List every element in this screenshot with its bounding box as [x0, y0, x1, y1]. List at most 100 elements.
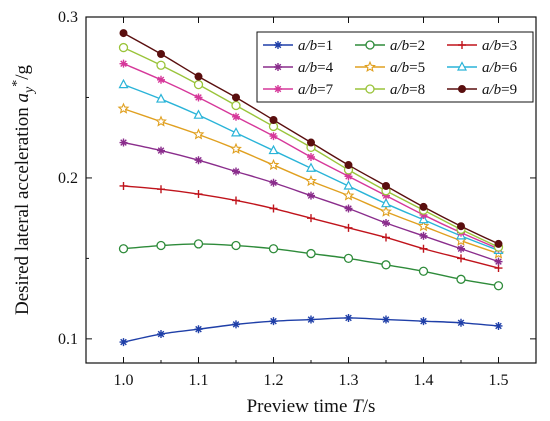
data-point: [381, 197, 391, 208]
legend-label: a/b=4: [298, 60, 334, 76]
data-point: [117, 102, 130, 114]
data-point: [156, 60, 166, 70]
legend-label: a/b=5: [390, 60, 425, 76]
legend-label: a/b=7: [298, 82, 334, 98]
data-point: [307, 214, 315, 223]
data-point: [305, 174, 317, 187]
legend-label: a/b=9: [482, 82, 517, 98]
data-point: [344, 223, 353, 232]
x-tick-label: 1.2: [264, 372, 284, 389]
data-point: [456, 274, 466, 284]
legend-box: [256, 31, 534, 103]
legend-marker: [458, 41, 466, 49]
data-point: [344, 204, 353, 213]
data-point: [306, 248, 316, 259]
data-point: [193, 79, 204, 90]
data-point: [306, 162, 316, 172]
data-point: [493, 281, 504, 291]
legend-marker: [274, 41, 282, 49]
data-point: [232, 196, 240, 205]
data-point: [380, 205, 392, 217]
data-point: [194, 325, 203, 334]
data-point: [118, 42, 129, 53]
data-point: [457, 318, 465, 327]
data-point: [307, 191, 315, 200]
data-point: [382, 315, 390, 324]
data-point: [342, 189, 355, 201]
legend-label: a/b=1: [298, 38, 333, 54]
legend-entry: a/b=9: [447, 82, 517, 98]
data-point: [494, 321, 503, 330]
legend-entry: a/b=3: [447, 38, 517, 54]
data-point: [381, 260, 391, 270]
data-point: [457, 254, 465, 263]
data-point: [193, 239, 204, 249]
legend-entry: a/b=8: [355, 82, 425, 98]
data-point: [343, 253, 354, 264]
series-7: [119, 59, 503, 253]
data-point: [457, 222, 465, 231]
data-point: [194, 72, 203, 81]
data-point: [157, 75, 165, 84]
data-point: [269, 178, 278, 187]
legend-label: a/b=2: [390, 38, 425, 54]
y-axis-label: Desired lateral acceleration ay*/g: [10, 64, 37, 315]
legend-marker: [364, 60, 376, 73]
data-point: [119, 59, 128, 68]
series-group: [117, 29, 505, 347]
series-9: [119, 29, 503, 248]
legend-entry: a/b=2: [355, 38, 425, 54]
series-6: [118, 78, 504, 254]
y-tick-label: 0.1: [58, 331, 78, 348]
data-point: [156, 240, 166, 251]
data-point: [157, 146, 165, 155]
data-point: [307, 315, 315, 324]
legend-marker: [458, 85, 466, 93]
data-point: [119, 181, 128, 190]
data-point: [232, 112, 240, 121]
y-tick-label: 0.3: [58, 9, 78, 26]
data-point: [419, 202, 428, 211]
legend-label: a/b=8: [390, 82, 425, 98]
data-point: [307, 153, 315, 162]
legend-marker: [274, 85, 282, 93]
legend-entry: a/b=6: [447, 60, 518, 76]
data-point: [382, 181, 390, 190]
data-point: [382, 191, 390, 200]
data-point: [344, 313, 353, 322]
x-tick-label: 1.4: [414, 372, 434, 389]
series-1: [119, 313, 503, 347]
data-point: [231, 100, 241, 111]
data-point: [232, 93, 240, 102]
data-point: [344, 172, 353, 181]
legend-marker: [274, 63, 282, 71]
data-point: [194, 190, 203, 199]
legend-entry: a/b=5: [355, 60, 425, 76]
data-point: [419, 244, 428, 253]
data-point: [194, 93, 203, 102]
x-axis-label: Preview time T/s: [247, 396, 376, 417]
legend-entry: a/b=7: [263, 82, 334, 98]
data-point: [157, 50, 165, 59]
x-tick-label: 1.3: [339, 372, 359, 389]
data-point: [494, 239, 503, 248]
data-point: [118, 78, 129, 89]
data-point: [231, 240, 241, 251]
data-point: [269, 132, 278, 141]
data-point: [417, 219, 430, 232]
x-tick-label: 1.5: [489, 372, 509, 389]
data-point: [193, 109, 204, 119]
data-point: [156, 93, 166, 103]
data-point: [119, 29, 128, 38]
data-point: [269, 317, 278, 326]
data-point: [118, 244, 129, 254]
data-point: [155, 115, 167, 127]
series-4: [119, 138, 503, 266]
data-point: [494, 257, 503, 266]
data-point: [269, 115, 278, 124]
x-tick-label: 1.0: [114, 372, 134, 389]
data-point: [268, 244, 279, 254]
data-point: [192, 128, 205, 140]
data-point: [157, 330, 165, 339]
